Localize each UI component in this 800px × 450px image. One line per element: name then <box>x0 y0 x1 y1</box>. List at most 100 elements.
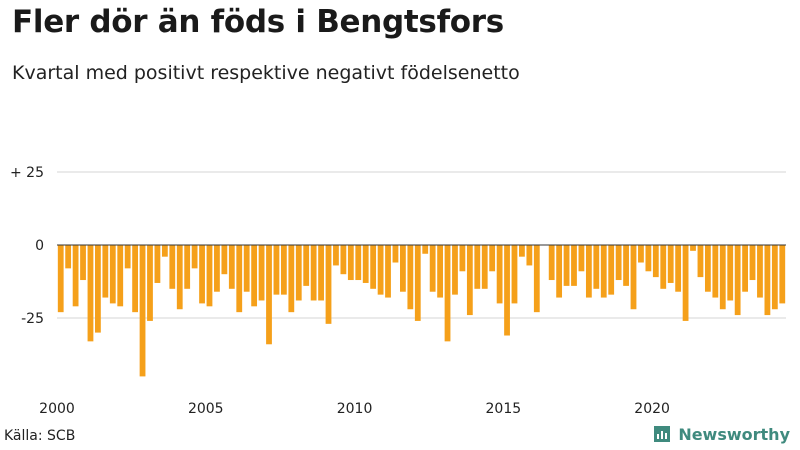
bar-31 <box>288 245 295 313</box>
bar-96 <box>771 245 778 310</box>
bar-76 <box>623 245 629 286</box>
bar-22 <box>221 245 228 275</box>
bar-1 <box>65 245 72 269</box>
bar-11 <box>139 245 146 377</box>
bar-93 <box>749 245 756 281</box>
bar-78 <box>638 245 644 263</box>
chart-subtitle: Kvartal med positivt respektive negativt… <box>12 62 520 84</box>
bar-90 <box>727 245 734 301</box>
bar-7 <box>109 245 116 304</box>
bar-48 <box>414 245 421 321</box>
bar-85 <box>690 245 696 251</box>
bar-54 <box>459 245 466 272</box>
bar-57 <box>481 245 488 289</box>
bar-91 <box>734 245 741 316</box>
brand-name: Newsworthy <box>678 424 790 444</box>
bar-97 <box>779 245 786 304</box>
bar-79 <box>645 245 652 272</box>
bar-15 <box>169 245 176 289</box>
bar-35 <box>318 245 324 301</box>
bar-17 <box>184 245 191 289</box>
brand-logo: Newsworthy <box>652 424 790 444</box>
bar-42 <box>370 245 377 289</box>
bar-95 <box>764 245 771 316</box>
chart-title: Fler dör än föds i Bengtsfors <box>12 4 504 40</box>
bar-21 <box>214 245 220 292</box>
bar-6 <box>102 245 109 298</box>
bar-92 <box>742 245 748 292</box>
bar-24 <box>236 245 243 313</box>
bar-16 <box>176 245 183 310</box>
bar-20 <box>206 245 213 307</box>
bar-89 <box>719 245 726 310</box>
bar-41 <box>362 245 369 283</box>
y-tick-label-2: -25 <box>21 311 44 327</box>
bar-70 <box>578 245 585 272</box>
bar-23 <box>228 245 235 289</box>
bar-3 <box>80 245 86 281</box>
bar-46 <box>400 245 406 292</box>
x-tick-label-1: 2005 <box>188 401 224 417</box>
bar-53 <box>452 245 458 295</box>
bar-83 <box>675 245 682 292</box>
bar-50 <box>429 245 436 292</box>
bar-52 <box>444 245 451 342</box>
bar-82 <box>667 245 674 283</box>
bar-58 <box>489 245 496 272</box>
bar-43 <box>377 245 384 295</box>
bar-49 <box>422 245 429 254</box>
bar-33 <box>303 245 310 286</box>
bar-12 <box>147 245 153 321</box>
bar-34 <box>310 245 317 301</box>
bar-44 <box>385 245 391 298</box>
bar-55 <box>466 245 473 316</box>
bar-67 <box>556 245 563 298</box>
bar-9 <box>124 245 131 269</box>
bar-59 <box>496 245 503 304</box>
bar-80 <box>652 245 659 278</box>
x-tick-label-4: 2020 <box>634 401 670 417</box>
bar-39 <box>347 245 354 281</box>
x-tick-label-2: 2010 <box>337 401 373 417</box>
bar-4 <box>87 245 94 342</box>
x-tick-label-0: 2000 <box>39 401 75 417</box>
bar-72 <box>593 245 600 289</box>
source-label: Källa: SCB <box>4 428 76 444</box>
bar-28 <box>266 245 272 345</box>
bar-60 <box>504 245 510 336</box>
bar-38 <box>340 245 347 275</box>
bar-51 <box>437 245 443 298</box>
bar-37 <box>333 245 339 266</box>
bar-29 <box>273 245 280 295</box>
bar-86 <box>697 245 704 278</box>
bar-74 <box>608 245 615 295</box>
bar-10 <box>132 245 139 313</box>
bar-62 <box>519 245 525 257</box>
bar-73 <box>600 245 607 298</box>
bar-2 <box>72 245 79 307</box>
bar-61 <box>511 245 518 304</box>
bar-94 <box>757 245 763 298</box>
bar-19 <box>199 245 205 304</box>
bar-66 <box>548 245 555 281</box>
bar-88 <box>712 245 719 298</box>
bar-25 <box>243 245 250 292</box>
bar-18 <box>191 245 198 269</box>
bar-8 <box>117 245 124 307</box>
bar-5 <box>95 245 101 333</box>
bar-81 <box>660 245 667 289</box>
bar-64 <box>533 245 540 313</box>
y-tick-label-0: + 25 <box>10 165 44 181</box>
newsworthy-logo-icon <box>654 426 671 442</box>
bar-69 <box>571 245 577 286</box>
bar-30 <box>280 245 287 295</box>
bar-14 <box>161 245 168 257</box>
bar-26 <box>251 245 258 307</box>
bar-68 <box>563 245 570 286</box>
bar-77 <box>630 245 637 310</box>
bar-56 <box>474 245 481 289</box>
bar-0 <box>57 245 64 313</box>
bar-32 <box>295 245 302 301</box>
bar-84 <box>682 245 689 321</box>
